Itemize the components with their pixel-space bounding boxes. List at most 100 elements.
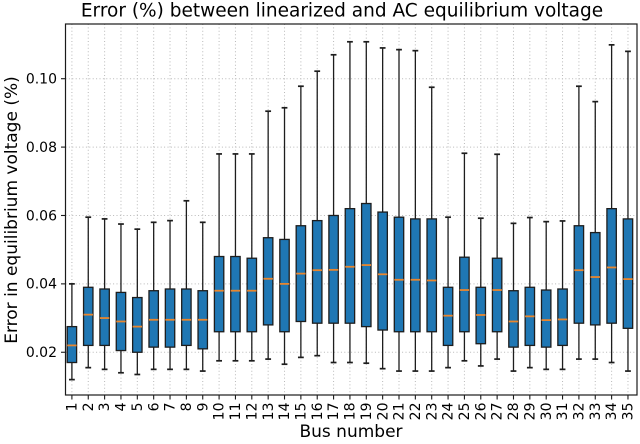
x-tick-label: 18	[343, 403, 359, 421]
y-tick-label: 0.10	[26, 72, 57, 88]
x-axis-label: Bus number	[299, 422, 402, 442]
box-rect	[279, 238, 290, 333]
x-tick-label: 20	[375, 403, 391, 421]
box-rect	[181, 288, 192, 347]
box-group-bus-10	[213, 153, 225, 362]
x-tick-label: 30	[539, 403, 555, 421]
box-group-bus-17	[328, 53, 339, 364]
box-group-bus-16	[311, 70, 323, 357]
box-rect	[393, 216, 405, 333]
x-tick-label: 13	[261, 403, 277, 421]
box-group-bus-34	[606, 44, 617, 364]
box-group-bus-31	[557, 220, 568, 371]
box-group-bus-7	[164, 219, 176, 371]
box-group-bus-20	[377, 47, 388, 370]
box-rect	[262, 237, 274, 326]
box-group-bus-19	[360, 40, 372, 365]
x-tick-label: 16	[310, 402, 326, 420]
box-group-bus-1	[66, 283, 78, 381]
x-tick-label: 33	[588, 403, 604, 421]
box-group-bus-5	[131, 228, 143, 376]
box-group-bus-32	[573, 85, 585, 360]
x-tick-label: 10	[212, 403, 228, 421]
box-rect	[82, 286, 94, 347]
box-rect	[508, 290, 519, 348]
box-rect	[606, 207, 617, 324]
box-rect	[377, 211, 388, 331]
box-rect	[230, 255, 241, 333]
x-tick-label: 14	[277, 402, 293, 420]
box-group-bus-24	[442, 216, 454, 369]
y-axis-label: Error in equilibrium voltage (%)	[2, 76, 22, 344]
box-rect	[557, 288, 568, 347]
box-group-bus-26	[475, 217, 487, 367]
box-group-bus-21	[393, 48, 405, 372]
box-group-bus-22	[410, 49, 421, 372]
box-rect	[622, 218, 634, 329]
x-tick-label: 2	[81, 403, 97, 412]
box-group-bus-23	[426, 86, 438, 372]
x-tick-label: 1	[65, 403, 81, 412]
x-tick-label: 24	[441, 402, 457, 420]
chart-title: Error (%) between linearized and AC equi…	[81, 1, 603, 22]
box-group-bus-12	[246, 153, 258, 362]
x-tick-label: 11	[228, 403, 244, 421]
box-group-bus-35	[622, 50, 634, 372]
box-rect	[426, 218, 438, 333]
box-group-bus-27	[491, 153, 503, 360]
box-rect	[491, 257, 503, 333]
x-tick-label: 5	[130, 403, 146, 412]
y-tick-label: 0.06	[26, 208, 57, 224]
x-tick-label: 25	[457, 403, 473, 421]
x-tick-label: 28	[506, 403, 522, 421]
box-rect	[131, 296, 143, 353]
box-rect	[589, 231, 601, 326]
x-tick-label: 23	[424, 403, 440, 421]
x-tick-label: 22	[408, 403, 424, 421]
x-tick-label: 8	[179, 403, 195, 412]
x-tick-label: 31	[555, 403, 571, 421]
x-tick-label: 34	[604, 402, 620, 420]
box-group-bus-28	[508, 222, 519, 372]
x-tick-label: 6	[146, 402, 162, 411]
box-group-bus-14	[279, 106, 290, 366]
x-tick-label: 17	[326, 403, 342, 421]
x-tick-label: 35	[621, 403, 637, 421]
axes-frame	[64, 23, 638, 396]
box-group-bus-13	[262, 110, 274, 360]
box-rect	[311, 219, 323, 324]
x-tick-label: 7	[163, 403, 179, 412]
box-group-bus-29	[524, 216, 536, 369]
box-group-bus-15	[295, 85, 307, 359]
x-tick-label: 26	[473, 402, 489, 420]
x-tick-label: 21	[392, 403, 408, 421]
x-tick-label: 4	[114, 402, 130, 411]
box-group-bus-4	[115, 223, 127, 374]
x-tick-label: 3	[97, 403, 113, 412]
box-group-bus-3	[99, 218, 110, 371]
box-rect	[573, 225, 585, 324]
box-group-bus-11	[230, 153, 241, 362]
box-group-bus-9	[197, 221, 209, 372]
box-group-bus-8	[181, 199, 192, 371]
y-tick-label: 0.04	[26, 277, 57, 293]
box-rect	[410, 218, 421, 333]
y-tick-label: 0.08	[26, 140, 57, 156]
x-tick-label: 15	[293, 403, 309, 421]
box-rect	[459, 256, 470, 333]
x-tick-label: 19	[359, 403, 375, 421]
x-tick-label: 9	[195, 403, 211, 412]
box-rect	[540, 289, 552, 348]
axes-layer: 0.020.040.060.080.101 2 3 4 5 6 7 8 9 10 11 12 13 14 1…	[26, 23, 638, 421]
box-group-bus-25	[459, 152, 470, 362]
box-group-bus-18	[344, 40, 356, 364]
box-rect	[246, 257, 258, 333]
x-tick-label: 29	[522, 403, 538, 421]
box-rect	[164, 288, 176, 348]
box-rect	[213, 255, 225, 333]
box-layer	[66, 40, 634, 381]
x-tick-label: 12	[244, 403, 260, 421]
box-group-bus-6	[148, 221, 160, 371]
box-group-bus-30	[540, 220, 552, 371]
